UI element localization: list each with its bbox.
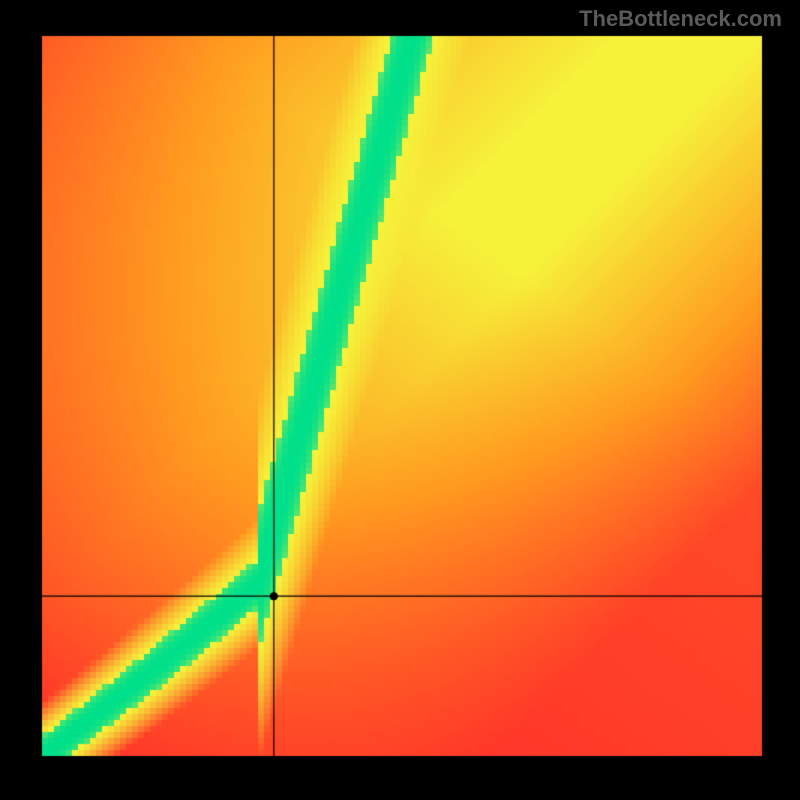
watermark-text: TheBottleneck.com xyxy=(579,6,782,32)
bottleneck-heatmap xyxy=(0,0,800,800)
